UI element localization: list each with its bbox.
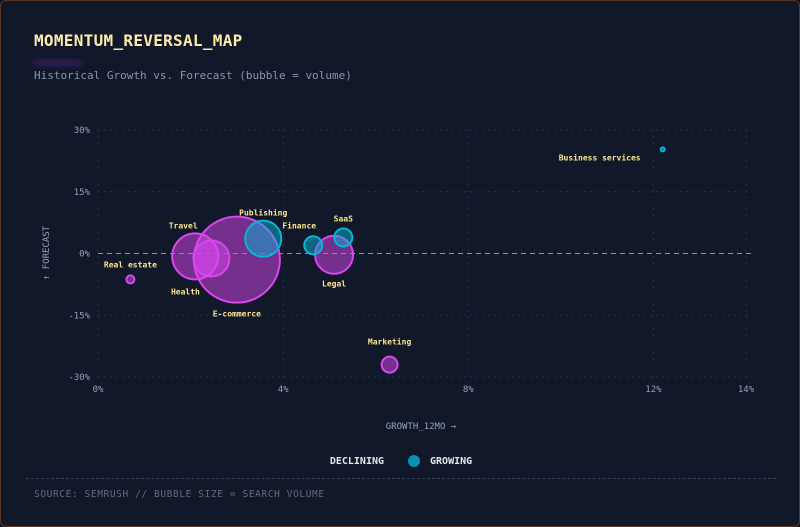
bubble-label: Real estate bbox=[104, 260, 157, 269]
bubble-label: Publishing bbox=[239, 208, 287, 218]
y-tick-label: 15% bbox=[74, 188, 91, 198]
bubble-real-estate[interactable] bbox=[125, 274, 136, 285]
bubble-label: SaaS bbox=[334, 214, 353, 223]
x-tick-label: 14% bbox=[738, 385, 755, 395]
y-axis-label: ↑ FORECAST bbox=[42, 225, 52, 280]
bubble-saas[interactable] bbox=[333, 227, 354, 248]
bubble-label: Business services bbox=[559, 152, 641, 162]
bubble-business-services[interactable] bbox=[659, 146, 666, 153]
legend-declining[interactable]: DECLINING bbox=[329, 455, 385, 467]
y-tick-label: 30% bbox=[74, 126, 91, 136]
bubble-label: Finance bbox=[282, 220, 316, 230]
chart-title: MOMENTUM_REVERSAL_MAP bbox=[34, 31, 243, 50]
bubble-label: Marketing bbox=[368, 337, 412, 347]
source-footer: SOURCE: SEMRUSH // BUBBLE SIZE = SEARCH … bbox=[34, 489, 325, 500]
x-axis-label: GROWTH_12MO → bbox=[386, 422, 457, 432]
bubble-publishing[interactable] bbox=[244, 219, 283, 258]
footer-divider bbox=[26, 478, 776, 479]
bubble-chart: 0% 4% 8% 12% 14% 30% 15% 0% -15% -30% Business se… bbox=[42, 126, 755, 432]
bubble-label: Travel bbox=[169, 221, 198, 230]
bubble-label: Legal bbox=[322, 280, 346, 289]
bubble-finance[interactable] bbox=[303, 235, 324, 256]
x-tick-label: 0% bbox=[93, 385, 104, 395]
y-tick-label: -15% bbox=[68, 311, 90, 321]
x-tick-label: 4% bbox=[278, 385, 289, 395]
bubble-label: E-commerce bbox=[213, 310, 261, 319]
bubble-health[interactable] bbox=[192, 239, 231, 278]
y-tick-label: -30% bbox=[68, 373, 90, 383]
x-tick-label: 12% bbox=[645, 385, 662, 395]
y-tick-label: 0% bbox=[79, 250, 90, 260]
legend-growing-swatch bbox=[408, 455, 421, 467]
legend: DECLINING GROWING bbox=[1, 455, 800, 467]
legend-growing[interactable]: GROWING bbox=[430, 455, 473, 467]
chart-subtitle: Historical Growth vs. Forecast (bubble =… bbox=[34, 69, 352, 82]
x-tick-label: 8% bbox=[463, 385, 474, 395]
bubble-marketing[interactable] bbox=[380, 355, 399, 374]
title-underline bbox=[34, 62, 82, 64]
bubble-label: Health bbox=[171, 287, 200, 296]
